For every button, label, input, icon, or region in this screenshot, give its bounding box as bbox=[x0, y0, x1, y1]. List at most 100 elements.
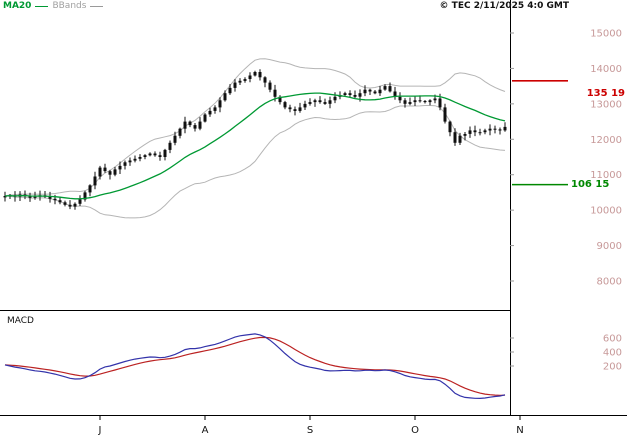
price-axis-label: 8000 bbox=[597, 277, 622, 288]
candle-body bbox=[63, 202, 67, 205]
candle-body bbox=[253, 72, 257, 76]
month-label: A bbox=[202, 425, 209, 436]
macd-signal-line bbox=[4, 336, 506, 396]
candle-body bbox=[353, 95, 357, 97]
legend-bbands-swatch bbox=[90, 6, 104, 7]
candle-body bbox=[28, 196, 32, 198]
candle-body bbox=[33, 196, 37, 198]
candle-body bbox=[118, 165, 122, 170]
candle-body bbox=[248, 75, 252, 79]
candle-body bbox=[278, 96, 282, 103]
candle-body bbox=[313, 100, 317, 103]
candle-body bbox=[138, 157, 142, 159]
price-axis-label: 14000 bbox=[590, 64, 622, 75]
candle-body bbox=[193, 125, 197, 129]
candle-body bbox=[98, 167, 102, 177]
candle-body bbox=[3, 196, 7, 198]
price-axis-label: 11000 bbox=[590, 170, 622, 181]
price-axis-label: 13000 bbox=[590, 99, 622, 110]
candle-body bbox=[48, 196, 52, 199]
candle-body bbox=[218, 100, 222, 108]
candle-body bbox=[423, 101, 427, 103]
candle-body bbox=[183, 121, 187, 129]
candle-body bbox=[203, 114, 207, 122]
candle-body bbox=[348, 93, 352, 95]
candle-body bbox=[263, 77, 267, 83]
candle-body bbox=[408, 102, 412, 104]
macd-axis-label: 400 bbox=[603, 348, 622, 359]
candle-body bbox=[473, 130, 477, 133]
candle-body bbox=[418, 100, 422, 102]
candle-body bbox=[148, 153, 152, 156]
macd-line bbox=[4, 333, 506, 400]
candle-body bbox=[503, 126, 507, 131]
candle-body bbox=[358, 93, 362, 97]
chart-legend: MA20 BBands bbox=[3, 1, 104, 11]
candle-body bbox=[83, 192, 87, 200]
candle-body bbox=[333, 96, 337, 101]
candle-body bbox=[403, 100, 407, 104]
candle-body bbox=[88, 185, 92, 193]
candle-body bbox=[373, 91, 377, 94]
candle-body bbox=[223, 93, 227, 101]
candle-body bbox=[123, 162, 127, 166]
candle-body bbox=[178, 128, 182, 136]
candle-body bbox=[303, 103, 307, 108]
candle-body bbox=[428, 100, 432, 103]
month-label: O bbox=[411, 425, 419, 436]
candle-body bbox=[463, 134, 467, 136]
legend-bbands-label: BBands bbox=[52, 1, 87, 11]
candle-body bbox=[268, 82, 272, 90]
candle-body bbox=[393, 91, 397, 97]
candle-body bbox=[298, 107, 302, 111]
candle-body bbox=[478, 132, 482, 134]
month-label: J bbox=[98, 425, 102, 436]
candle-body bbox=[143, 155, 147, 157]
candle-body bbox=[458, 135, 462, 143]
candle-body bbox=[468, 130, 472, 134]
candle-body bbox=[103, 167, 107, 172]
candle-body bbox=[208, 110, 212, 115]
candle-body bbox=[273, 89, 277, 97]
macd-axis-label: 600 bbox=[603, 334, 622, 345]
candle-body bbox=[133, 158, 137, 161]
candle-body bbox=[308, 102, 312, 104]
candle-body bbox=[493, 128, 497, 130]
candle-body bbox=[93, 176, 97, 186]
candle-body bbox=[318, 100, 322, 103]
candle-body bbox=[448, 121, 452, 133]
macd-axis-label: 200 bbox=[603, 362, 622, 373]
candle-body bbox=[173, 135, 177, 143]
month-label: N bbox=[516, 425, 523, 436]
bollinger-lower-line bbox=[4, 105, 506, 219]
candle-body bbox=[258, 72, 262, 78]
candle-body bbox=[498, 129, 502, 131]
price-axis-label: 15000 bbox=[590, 29, 622, 40]
candle-body bbox=[188, 121, 192, 126]
support-level-label: 106 15 bbox=[571, 179, 610, 190]
candle-body bbox=[413, 100, 417, 103]
candle-body bbox=[288, 107, 292, 110]
candle-body bbox=[293, 109, 297, 111]
candle-body bbox=[198, 121, 202, 129]
legend-ma20-swatch bbox=[35, 6, 49, 7]
candle-body bbox=[433, 98, 437, 101]
candle-body bbox=[113, 169, 117, 175]
candle-body bbox=[128, 160, 132, 163]
candle-body bbox=[68, 204, 72, 207]
candle-body bbox=[238, 80, 242, 83]
candle-body bbox=[343, 93, 347, 95]
candle-body bbox=[483, 130, 487, 133]
copyright-text: © TEC 2/11/2025 4:0 GMT bbox=[439, 1, 569, 11]
candle-body bbox=[283, 102, 287, 108]
candle-body bbox=[73, 203, 77, 207]
candle-body bbox=[388, 86, 392, 92]
candle-body bbox=[213, 107, 217, 111]
candle-body bbox=[243, 79, 247, 81]
candle-body bbox=[53, 198, 57, 201]
candle-body bbox=[153, 153, 157, 156]
price-axis-label: 10000 bbox=[590, 206, 622, 217]
candle-body bbox=[228, 87, 232, 94]
